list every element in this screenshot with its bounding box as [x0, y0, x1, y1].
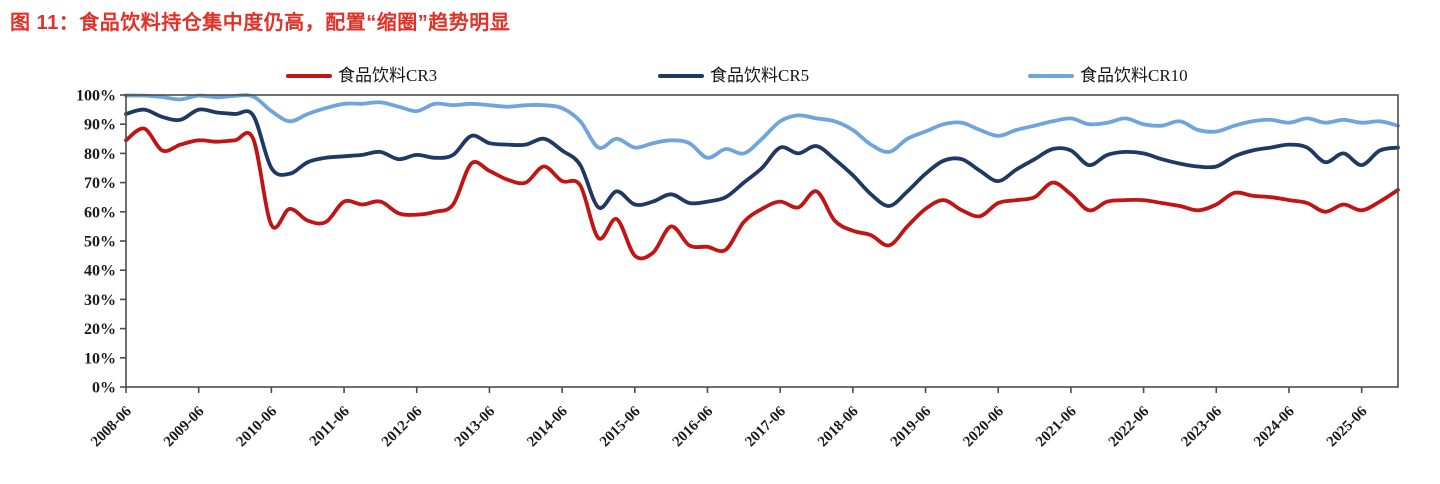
legend-line-swatch-cr10	[1028, 74, 1074, 78]
x-axis-tick-label: 2013-06	[452, 403, 499, 450]
x-axis-tick-label: 2011-06	[307, 403, 353, 449]
legend-item-cr3: 食品饮料CR3	[286, 66, 437, 86]
x-axis-tick-label: 2015-06	[597, 403, 644, 450]
figure-title: 图 11：食品饮料持仓集中度仍高，配置“缩圈”趋势明显	[10, 12, 511, 34]
y-axis-tick-label: 50%	[84, 234, 116, 251]
y-axis-tick-label: 40%	[84, 263, 116, 280]
x-axis-tick-label: 2017-06	[742, 403, 789, 450]
x-axis-tick-label: 2023-06	[1178, 403, 1225, 450]
y-axis-tick-label: 60%	[84, 204, 116, 221]
legend-item-cr10: 食品饮料CR10	[1028, 66, 1188, 86]
x-axis-tick-label: 2020-06	[960, 403, 1007, 450]
legend-line-swatch-cr3	[286, 74, 332, 78]
series-line-cr10	[124, 93, 1400, 160]
legend-label-cr3: 食品饮料CR3	[338, 66, 438, 85]
legend-label-cr10: 食品饮料CR10	[1080, 66, 1188, 85]
y-axis-tick-label: 30%	[84, 292, 116, 309]
legend-label-cr5: 食品饮料CR5	[710, 66, 810, 85]
series-line-cr5	[124, 107, 1400, 210]
y-axis-tick-label: 70%	[84, 175, 116, 192]
y-axis-tick-label: 0%	[92, 380, 116, 397]
x-axis-tick-label: 2016-06	[670, 403, 717, 450]
x-axis-tick-label: 2018-06	[815, 403, 862, 450]
series-line-cr3	[124, 126, 1400, 261]
x-axis-tick-label: 2014-06	[524, 403, 571, 450]
legend-item-cr5: 食品饮料CR5	[658, 66, 809, 86]
y-axis-tick-label: 100%	[76, 88, 116, 105]
y-axis-tick-label: 10%	[84, 350, 116, 367]
x-axis-tick-label: 2022-06	[1106, 403, 1153, 450]
x-axis-tick-label: 2012-06	[379, 403, 426, 450]
y-axis-tick-label: 90%	[84, 117, 116, 134]
x-axis-tick-label: 2008-06	[88, 403, 135, 450]
x-axis-tick-label: 2009-06	[161, 403, 208, 450]
x-axis-tick-label: 2019-06	[888, 403, 935, 450]
legend-line-swatch-cr5	[658, 74, 704, 78]
x-axis-tick-label: 2021-06	[1033, 403, 1080, 450]
x-axis-tick-label: 2025-06	[1324, 403, 1371, 450]
y-axis-tick-label: 20%	[84, 321, 116, 338]
x-axis-tick-label: 2010-06	[234, 403, 281, 450]
y-axis-tick-label: 80%	[84, 146, 116, 163]
x-axis-tick-label: 2024-06	[1251, 403, 1298, 450]
